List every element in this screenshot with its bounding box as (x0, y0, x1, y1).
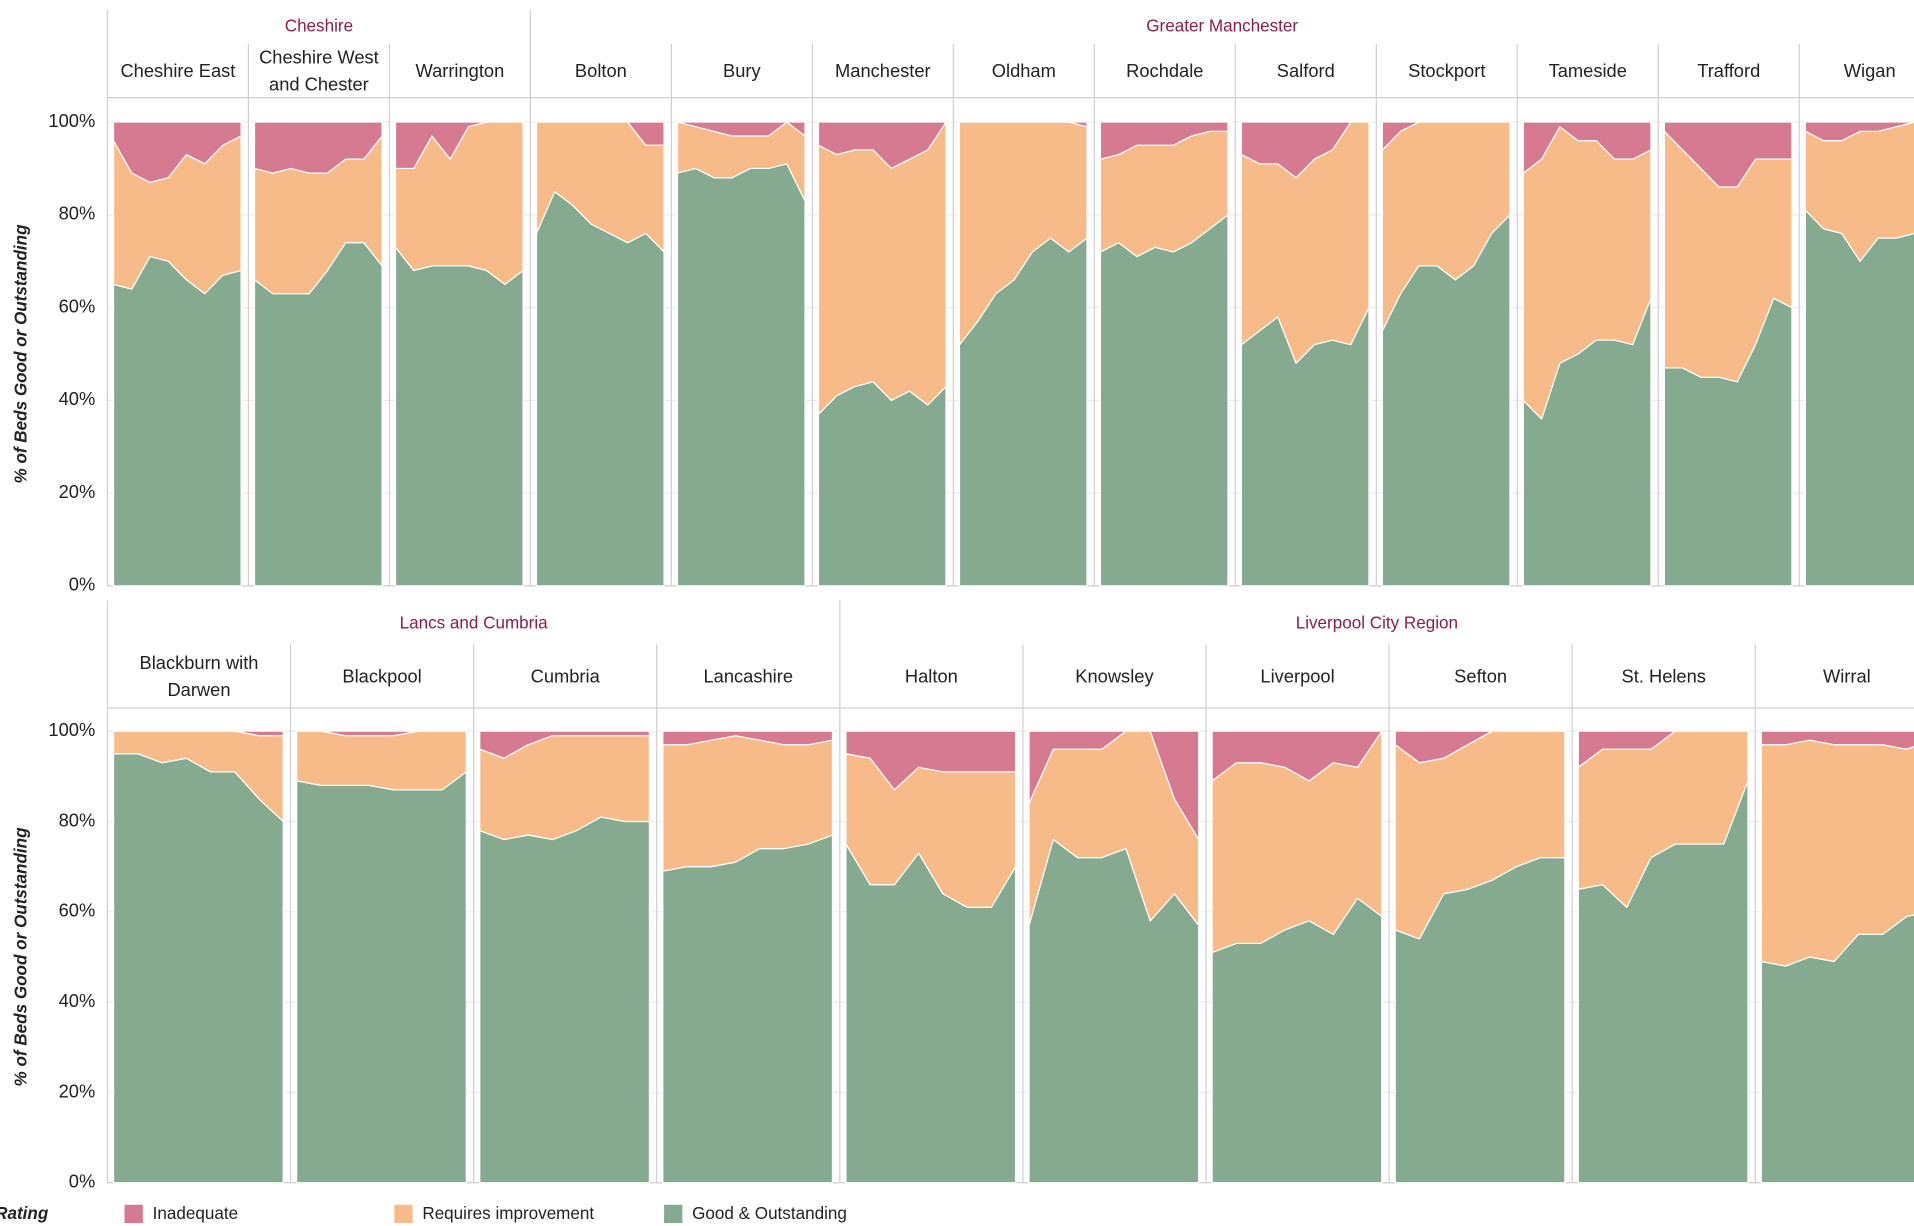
area-0 (958, 121, 1088, 128)
panel-title: Liverpool (1260, 665, 1334, 686)
panel-title: Trafford (1697, 60, 1760, 81)
area-2 (817, 381, 947, 587)
area-0 (1577, 730, 1749, 768)
area-0 (296, 730, 467, 737)
area-1 (817, 121, 947, 415)
y-axis-title: % of Beds Good or Outstanding (12, 224, 31, 484)
panel-title: Blackpool (342, 665, 421, 686)
y-tick-label: 40% (59, 990, 96, 1011)
region-title: Cheshire (285, 16, 353, 35)
panel-title: Oldham (992, 60, 1056, 81)
area-2 (296, 771, 467, 1184)
panel-title: Bury (723, 60, 761, 81)
area-0 (112, 121, 242, 183)
area-0 (1240, 121, 1370, 179)
panel-title: Cheshire East (120, 60, 235, 81)
panel-title: Halton (905, 665, 958, 686)
area-2 (1804, 209, 1914, 587)
panel-title: Bolton (575, 60, 627, 81)
area-2 (662, 834, 834, 1184)
panel-title: Blackburn with Darwen (139, 652, 258, 700)
area-0 (1663, 121, 1793, 188)
panel-title: Cumbria (531, 665, 601, 686)
area-0 (1804, 121, 1914, 142)
area-0 (1522, 121, 1652, 174)
region-title: Lancs and Cumbria (400, 613, 549, 632)
area-0 (845, 730, 1017, 791)
panel-title: Wirral (1823, 665, 1871, 686)
area-0 (1028, 730, 1200, 841)
legend-label: Inadequate (153, 1204, 238, 1223)
panel-title: Wigan (1844, 60, 1896, 81)
panel-title: Stockport (1408, 60, 1485, 81)
area-0 (676, 121, 806, 137)
area-2 (112, 753, 284, 1184)
area-0 (479, 730, 651, 759)
y-tick-label: 0% (69, 1171, 95, 1192)
panel-title: St. Helens (1622, 665, 1706, 686)
panel-title: Cheshire West and Chester (259, 46, 379, 94)
panel-title: Lancashire (704, 665, 794, 686)
area-0 (1381, 121, 1511, 151)
area-2 (535, 191, 665, 587)
area-0 (253, 121, 383, 174)
panel-title: Manchester (835, 60, 931, 81)
legend-swatch (124, 1204, 143, 1224)
legend-label: Good & Outstanding (692, 1204, 847, 1223)
area-0 (394, 121, 524, 170)
area-2 (479, 816, 651, 1184)
y-tick-label: 20% (59, 481, 96, 502)
area-2 (394, 246, 524, 587)
area-0 (535, 121, 665, 146)
area-0 (1394, 730, 1566, 764)
area-0 (1099, 121, 1229, 160)
panel-title: Salford (1277, 60, 1335, 81)
area-2 (1099, 214, 1229, 587)
area-0 (817, 121, 947, 170)
region-title: Greater Manchester (1146, 16, 1298, 35)
area-2 (112, 255, 242, 587)
panel-title: Tameside (1549, 60, 1627, 81)
panel-title: Sefton (1454, 665, 1507, 686)
y-tick-label: 60% (59, 295, 96, 316)
area-0 (662, 730, 834, 746)
y-tick-label: 100% (48, 719, 95, 740)
y-axis-title: % of Beds Good or Outstanding (12, 827, 31, 1087)
legend-title: Rating (0, 1204, 49, 1223)
area-2 (676, 163, 806, 587)
legend-label: Requires improvement (422, 1204, 594, 1223)
legend-swatch (664, 1204, 683, 1224)
panel-title: Knowsley (1075, 665, 1154, 686)
panel-title: Rochdale (1126, 60, 1203, 81)
y-tick-label: 100% (48, 110, 95, 131)
y-tick-label: 60% (59, 900, 96, 921)
panel-title: Warrington (415, 60, 504, 81)
region-title: Liverpool City Region (1296, 613, 1458, 632)
legend-swatch (394, 1204, 413, 1224)
area-1 (296, 730, 467, 791)
y-tick-label: 40% (59, 388, 96, 409)
y-tick-label: 20% (59, 1080, 96, 1101)
area-0 (112, 730, 284, 737)
area-0 (1760, 730, 1914, 750)
area-0 (1211, 730, 1383, 782)
y-tick-label: 80% (59, 203, 96, 224)
y-tick-label: 0% (69, 574, 95, 595)
y-tick-label: 80% (59, 809, 96, 830)
